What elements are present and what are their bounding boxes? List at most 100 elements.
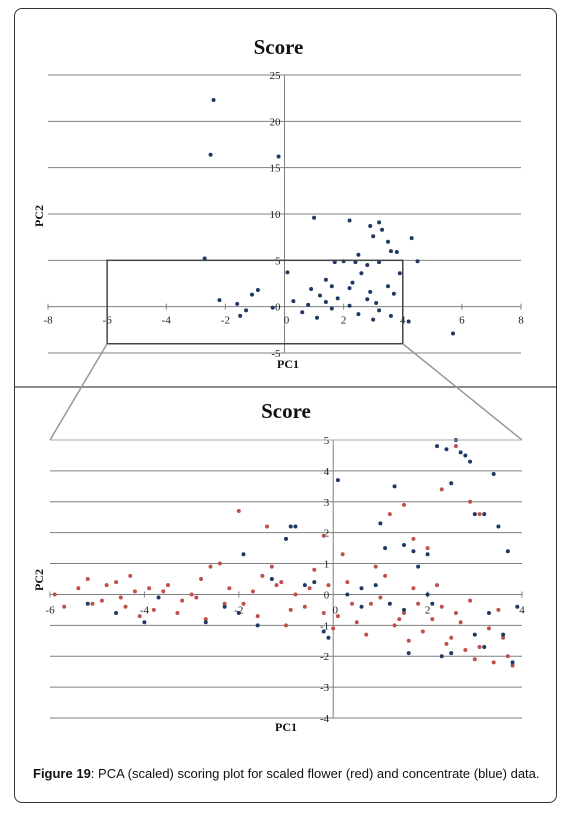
data-point-concentrate <box>284 536 288 541</box>
y-tick-label: 0 <box>275 302 281 314</box>
data-point-flower <box>137 614 142 619</box>
data-point-concentrate <box>458 450 463 455</box>
data-point-concentrate <box>270 305 275 310</box>
data-point-flower <box>439 487 444 492</box>
data-point-concentrate <box>202 256 207 261</box>
data-point-flower <box>180 598 185 603</box>
data-point-concentrate <box>335 478 340 483</box>
data-point-concentrate <box>317 293 322 298</box>
y-tick-label: 0 <box>324 589 330 601</box>
x-tick-label: -8 <box>43 315 53 327</box>
data-point-flower <box>128 573 133 578</box>
data-point-concentrate <box>463 453 468 458</box>
data-point-concentrate <box>510 660 515 665</box>
data-point-flower <box>486 626 491 631</box>
data-point-concentrate <box>501 632 506 637</box>
data-point-concentrate <box>347 286 352 291</box>
data-point-concentrate <box>332 260 337 265</box>
data-point-flower <box>430 617 435 622</box>
data-point-concentrate <box>288 524 293 529</box>
data-point-concentrate <box>285 270 290 275</box>
y-tick-label: 15 <box>270 163 282 175</box>
data-point-flower <box>85 577 90 581</box>
data-point-flower <box>368 601 373 606</box>
data-point-flower <box>279 580 284 585</box>
data-point-concentrate <box>425 552 430 557</box>
data-point-concentrate <box>236 610 241 615</box>
data-point-concentrate <box>217 298 222 303</box>
x-axis-label: PC1 <box>277 357 299 371</box>
data-point-concentrate <box>255 287 260 292</box>
data-point-flower <box>491 660 496 665</box>
data-point-flower <box>321 533 326 538</box>
data-point-flower <box>260 573 265 578</box>
data-point-flower <box>501 635 506 640</box>
data-point-concentrate <box>365 262 370 267</box>
data-point-flower <box>335 614 340 619</box>
y-tick-label: 20 <box>270 116 282 128</box>
data-point-flower <box>255 614 260 619</box>
data-point-concentrate <box>356 312 361 317</box>
data-point-flower <box>302 604 307 609</box>
data-point-flower <box>52 592 57 597</box>
data-point-concentrate <box>486 610 491 615</box>
data-point-flower <box>397 617 402 622</box>
data-point-concentrate <box>203 620 208 625</box>
data-point-concentrate <box>329 306 334 311</box>
y-tick-label: 4 <box>324 466 330 478</box>
data-point-concentrate <box>326 635 331 640</box>
data-point-concentrate <box>350 280 355 285</box>
caption-text: : PCA (scaled) scoring plot for scaled f… <box>90 766 540 781</box>
data-point-concentrate <box>365 297 370 302</box>
data-point-concentrate <box>235 301 240 306</box>
data-point-concentrate <box>449 481 454 486</box>
zoom-region-box <box>106 259 404 345</box>
figure-caption: Figure 19: PCA (scaled) scoring plot for… <box>33 765 553 782</box>
data-point-concentrate <box>371 317 376 322</box>
data-point-flower <box>510 663 515 668</box>
data-point-flower <box>453 444 458 449</box>
data-point-flower <box>505 654 510 659</box>
data-point-flower <box>123 604 128 609</box>
data-point-flower <box>387 512 392 517</box>
x-tick-label: -2 <box>221 315 230 327</box>
y-tick-label: 1 <box>324 559 330 571</box>
x-tick-label: 0 <box>332 604 338 616</box>
y-tick-label: 5 <box>324 435 330 447</box>
data-point-flower <box>312 567 317 572</box>
data-point-concentrate <box>309 287 314 292</box>
data-point-concentrate <box>255 623 260 628</box>
data-point-concentrate <box>402 607 406 612</box>
figure-label: Figure 19 <box>33 766 91 781</box>
data-point-concentrate <box>359 604 364 609</box>
data-point-concentrate <box>329 284 334 289</box>
data-point-concentrate <box>385 284 390 289</box>
data-point-flower <box>175 610 180 615</box>
data-point-concentrate <box>411 549 416 554</box>
data-point-flower <box>222 601 227 606</box>
data-point-flower <box>118 595 123 600</box>
data-point-flower <box>402 610 406 615</box>
data-point-concentrate <box>306 302 311 307</box>
data-point-flower <box>439 604 444 609</box>
data-point-flower <box>350 601 355 606</box>
x-tick-label: 4 <box>519 604 525 616</box>
data-point-concentrate <box>114 610 119 615</box>
data-point-flower <box>340 552 345 557</box>
x-tick-label: 2 <box>425 604 431 616</box>
data-point-concentrate <box>345 592 350 597</box>
data-point-concentrate <box>394 249 399 254</box>
data-point-concentrate <box>491 471 496 476</box>
data-point-concentrate <box>156 595 161 600</box>
chart-title: Score <box>261 399 311 423</box>
data-point-concentrate <box>439 654 444 659</box>
data-point-concentrate <box>416 564 421 569</box>
data-point-flower <box>453 610 458 615</box>
data-point-concentrate <box>269 577 274 581</box>
data-point-flower <box>99 598 104 603</box>
data-point-flower <box>411 586 416 591</box>
y-tick-label: -2 <box>320 651 329 663</box>
data-point-concentrate <box>472 512 477 517</box>
data-point-flower <box>331 626 336 631</box>
